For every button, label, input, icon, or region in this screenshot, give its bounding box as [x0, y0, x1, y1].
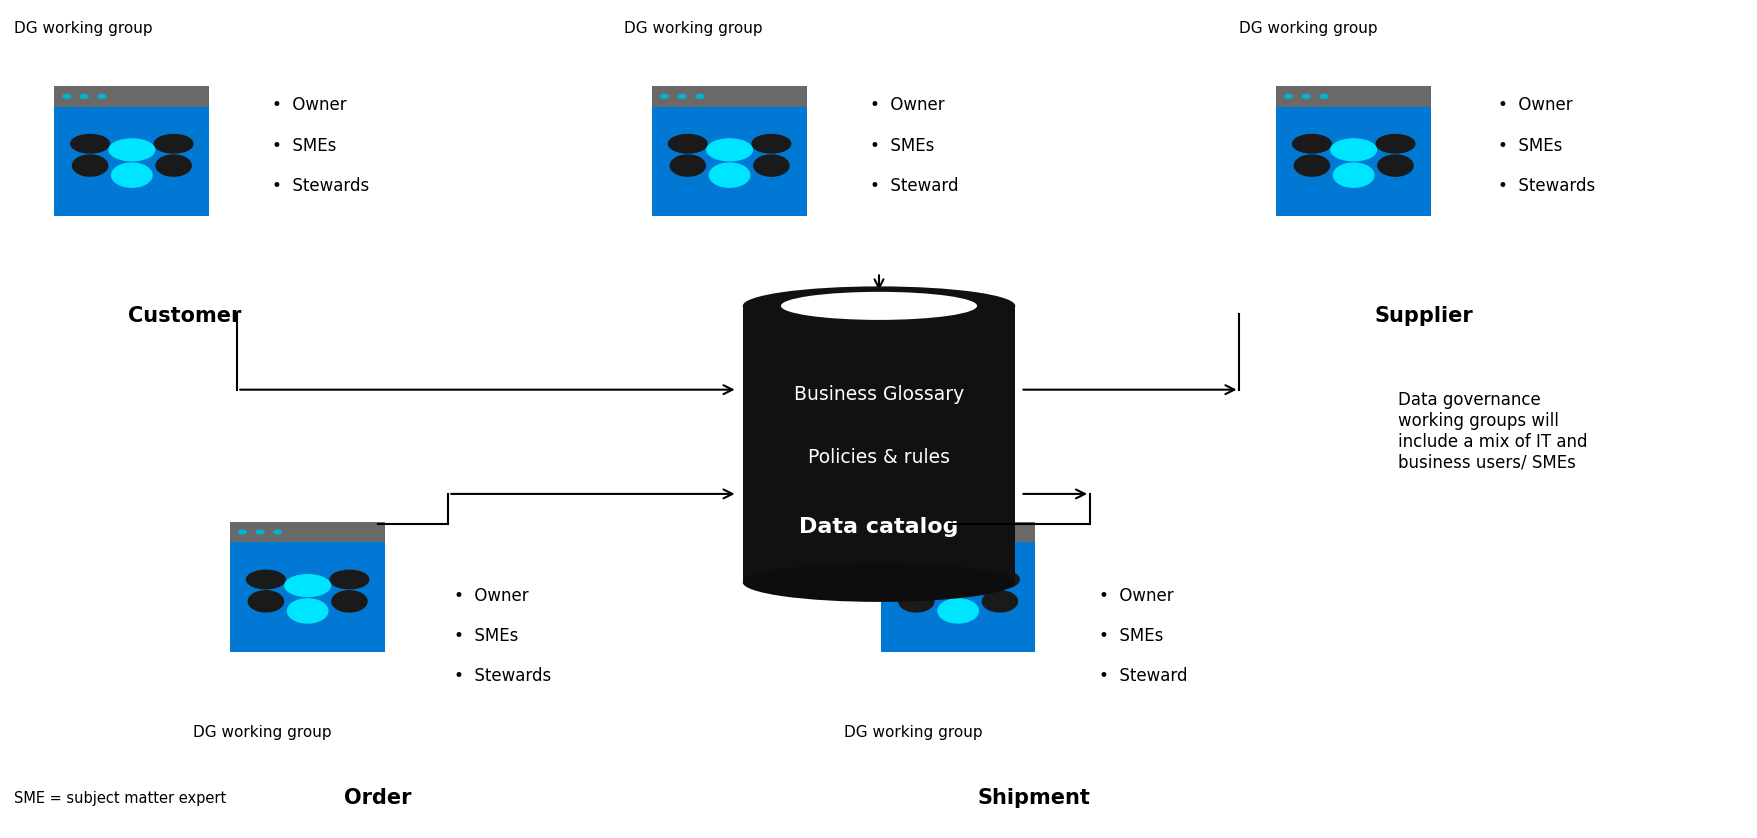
Circle shape	[980, 571, 1019, 589]
Text: DG working group: DG working group	[1239, 21, 1377, 36]
Ellipse shape	[708, 163, 748, 187]
Ellipse shape	[248, 591, 283, 612]
Ellipse shape	[898, 591, 933, 612]
Circle shape	[752, 135, 791, 153]
Circle shape	[109, 139, 155, 161]
Circle shape	[706, 139, 752, 161]
Bar	[880, 521, 1035, 542]
Circle shape	[98, 95, 105, 98]
Circle shape	[1284, 95, 1291, 98]
Text: •  SMEs: • SMEs	[1098, 627, 1163, 644]
Ellipse shape	[982, 591, 1017, 612]
Text: Product: Product	[754, 306, 845, 326]
Text: •  Owner: • Owner	[870, 96, 944, 114]
Text: •  SMEs: • SMEs	[1497, 137, 1562, 154]
Circle shape	[678, 95, 685, 98]
Ellipse shape	[332, 591, 367, 612]
Text: Shipment: Shipment	[977, 788, 1089, 808]
Text: Customer: Customer	[128, 306, 241, 326]
Ellipse shape	[780, 292, 977, 320]
Circle shape	[668, 135, 706, 153]
Bar	[652, 106, 806, 216]
Text: •  SMEs: • SMEs	[272, 137, 337, 154]
Ellipse shape	[669, 155, 705, 176]
Text: •  Stewards: • Stewards	[453, 667, 550, 685]
Text: •  Owner: • Owner	[1497, 96, 1571, 114]
Circle shape	[155, 135, 193, 153]
Text: DG working group: DG working group	[193, 725, 332, 740]
Text: •  Stewards: • Stewards	[272, 177, 369, 194]
Circle shape	[924, 530, 931, 534]
Text: •  Owner: • Owner	[453, 587, 527, 604]
Circle shape	[1330, 139, 1376, 161]
Ellipse shape	[1377, 155, 1413, 176]
Circle shape	[70, 135, 109, 153]
Bar	[880, 542, 1035, 652]
Bar	[54, 106, 209, 216]
Circle shape	[907, 530, 914, 534]
Bar	[652, 85, 806, 106]
Circle shape	[1376, 135, 1414, 153]
Circle shape	[257, 530, 264, 534]
Text: Data governance
working groups will
include a mix of IT and
business users/ SMEs: Data governance working groups will incl…	[1397, 391, 1587, 472]
Text: Order: Order	[344, 788, 411, 808]
Bar	[230, 521, 385, 542]
Text: •  Stewards: • Stewards	[1497, 177, 1594, 194]
Circle shape	[696, 95, 703, 98]
Text: Data catalog: Data catalog	[799, 517, 958, 537]
Text: DG working group: DG working group	[624, 21, 763, 36]
Text: •  SMEs: • SMEs	[453, 627, 518, 644]
Ellipse shape	[741, 563, 1016, 602]
Circle shape	[935, 575, 980, 597]
Ellipse shape	[754, 155, 789, 176]
Text: Business Glossary: Business Glossary	[794, 385, 963, 404]
Ellipse shape	[156, 155, 192, 176]
Ellipse shape	[1293, 155, 1328, 176]
Bar	[230, 542, 385, 652]
Circle shape	[246, 571, 285, 589]
Text: •  SMEs: • SMEs	[870, 137, 935, 154]
Text: •  Steward: • Steward	[870, 177, 958, 194]
Text: •  Owner: • Owner	[1098, 587, 1172, 604]
Text: Policies & rules: Policies & rules	[808, 448, 949, 468]
Circle shape	[330, 571, 369, 589]
Ellipse shape	[938, 599, 977, 623]
Bar	[741, 306, 1016, 582]
Bar	[1276, 85, 1430, 106]
Ellipse shape	[286, 599, 327, 623]
Circle shape	[274, 530, 281, 534]
Ellipse shape	[1332, 163, 1374, 187]
Circle shape	[889, 530, 896, 534]
Ellipse shape	[111, 163, 151, 187]
Bar	[54, 85, 209, 106]
Circle shape	[1302, 95, 1309, 98]
Circle shape	[239, 530, 246, 534]
Text: Supplier: Supplier	[1374, 306, 1472, 326]
Text: •  Owner: • Owner	[272, 96, 346, 114]
Circle shape	[1320, 95, 1327, 98]
Bar	[1276, 106, 1430, 216]
Text: SME = subject matter expert: SME = subject matter expert	[14, 791, 227, 806]
Circle shape	[81, 95, 88, 98]
Text: DG working group: DG working group	[14, 21, 153, 36]
Ellipse shape	[741, 287, 1016, 325]
Circle shape	[63, 95, 70, 98]
Circle shape	[896, 571, 935, 589]
Circle shape	[1291, 135, 1330, 153]
Text: •  Steward: • Steward	[1098, 667, 1186, 685]
Text: DG working group: DG working group	[843, 725, 982, 740]
Circle shape	[661, 95, 668, 98]
Circle shape	[285, 575, 330, 597]
Ellipse shape	[72, 155, 107, 176]
